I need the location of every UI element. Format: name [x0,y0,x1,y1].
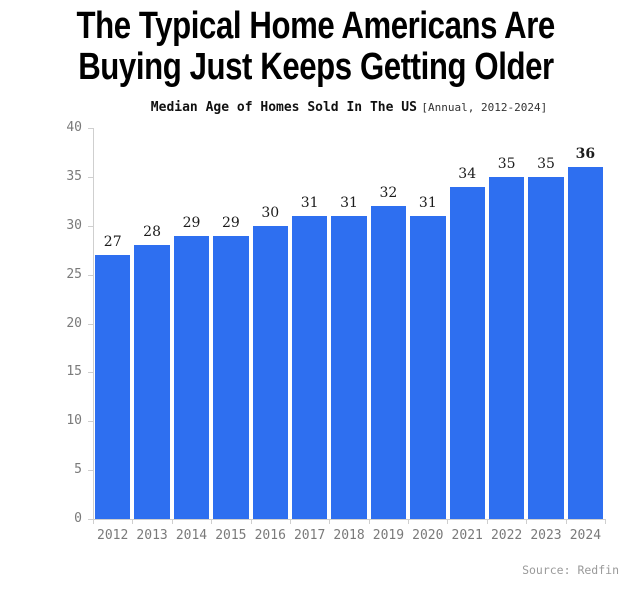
x-tick [605,520,606,524]
bar [173,235,210,519]
bar-slot: 36 2024 [566,128,605,543]
bar [95,255,131,519]
y-tick [88,372,93,374]
x-tick-label: 2018 [333,528,365,543]
y-tick [88,470,93,472]
bar [488,176,525,519]
chart-title-line-2-text: Buying Just Keeps Getting Older [77,46,554,88]
x-tick-label: 2024 [569,528,602,543]
bar-value-label: 35 [537,155,555,172]
bar [291,215,328,519]
chart-title-line-1-text: The Typical Home Americans Are [76,5,555,47]
bar-slot: 31 2020 [408,128,447,543]
bar-slot: 27 2012 [93,128,132,543]
x-tick [132,520,134,524]
bar-slot: 31 2018 [329,128,368,543]
y-tick-label: 35 [66,168,82,184]
bar-value-label: 30 [261,204,280,221]
bar-slot: 32 2019 [369,128,408,543]
y-tick [88,274,93,276]
x-tick [93,520,94,524]
y-tick-label: 5 [74,462,82,478]
x-tick [408,520,410,524]
bar-slot: 35 2023 [526,128,565,543]
x-tick-label: 2022 [490,528,523,543]
bar [331,215,367,519]
x-axis-line [93,519,606,520]
bar-value-label: 35 [497,155,516,172]
x-tick-label: 2016 [254,528,286,543]
bar-slot: 35 2022 [487,128,526,543]
bar-value-label: 29 [182,214,201,231]
bar-value-label: 29 [221,214,240,231]
y-tick-label: 30 [66,217,82,233]
x-tick-label: 2019 [372,528,405,543]
y-tick-label: 20 [66,315,82,331]
x-tick [565,520,567,524]
bar-value-label: 28 [143,224,161,241]
bar-value-label: 31 [418,194,437,211]
x-tick-label: 2023 [530,528,562,543]
y-tick [88,128,93,129]
x-tick-label: 2020 [412,528,444,543]
y-tick-label: 40 [66,120,82,135]
x-tick [447,520,449,524]
y-tick [88,519,93,520]
bar [370,206,407,519]
y-tick [88,176,93,178]
chart-subtitle-main: Median Age of Homes Sold In The US [150,100,417,115]
x-tick-label: 2021 [451,528,483,543]
x-tick-label: 2013 [136,528,168,543]
y-tick-label: 15 [66,364,82,380]
y-axis-line [93,128,94,520]
bar-value-label: 27 [103,234,122,251]
bar-value-label: 36 [575,146,596,163]
bar-value-label: 34 [458,165,477,182]
bar-slot: 31 2017 [290,128,329,543]
x-tick [526,520,528,524]
bar [252,225,288,519]
x-tick [329,520,331,524]
source-credit: Source: Redfin [522,563,619,577]
x-tick [486,520,488,524]
y-tick [88,421,93,423]
bar-slot: 29 2014 [172,128,211,543]
bar-value-label: 32 [379,185,398,202]
bar [410,215,446,519]
chart-title: The Typical Home Americans Are Buying Ju… [0,6,631,88]
x-tick-label: 2015 [215,528,247,543]
chart-subtitle-note: [Annual, 2012-2024] [421,101,548,114]
x-tick-label: 2017 [293,528,326,543]
bar-slot: 30 2016 [251,128,290,543]
bar [567,167,604,519]
y-tick-label: 0 [74,511,82,526]
x-tick-label: 2014 [175,528,208,543]
x-tick [368,520,370,524]
x-tick [250,520,252,524]
bar [449,186,485,519]
chart-title-line-2: Buying Just Keeps Getting Older [0,47,631,88]
x-tick-label: 2012 [97,528,129,543]
bar-value-label: 31 [300,194,319,211]
y-tick [88,225,93,227]
chart-title-line-1: The Typical Home Americans Are [0,6,631,47]
x-tick [289,520,291,524]
x-tick [171,520,173,524]
bar-slot: 29 2015 [211,128,250,543]
chart-subtitle: Median Age of Homes Sold In The US [Annu… [93,98,605,116]
bar [134,245,170,519]
y-tick-label: 25 [66,266,82,282]
bar [528,176,564,519]
bar [213,235,249,519]
y-tick [88,323,93,325]
bar-slot: 28 2013 [132,128,171,543]
y-tick-label: 10 [66,413,82,429]
x-tick [211,520,213,524]
bar-value-label: 31 [340,194,358,211]
bar-slot: 34 2021 [448,128,487,543]
plot-area: 27 2012 28 2013 29 2014 29 2015 30 2016 31 2017 31 20… [93,128,605,543]
